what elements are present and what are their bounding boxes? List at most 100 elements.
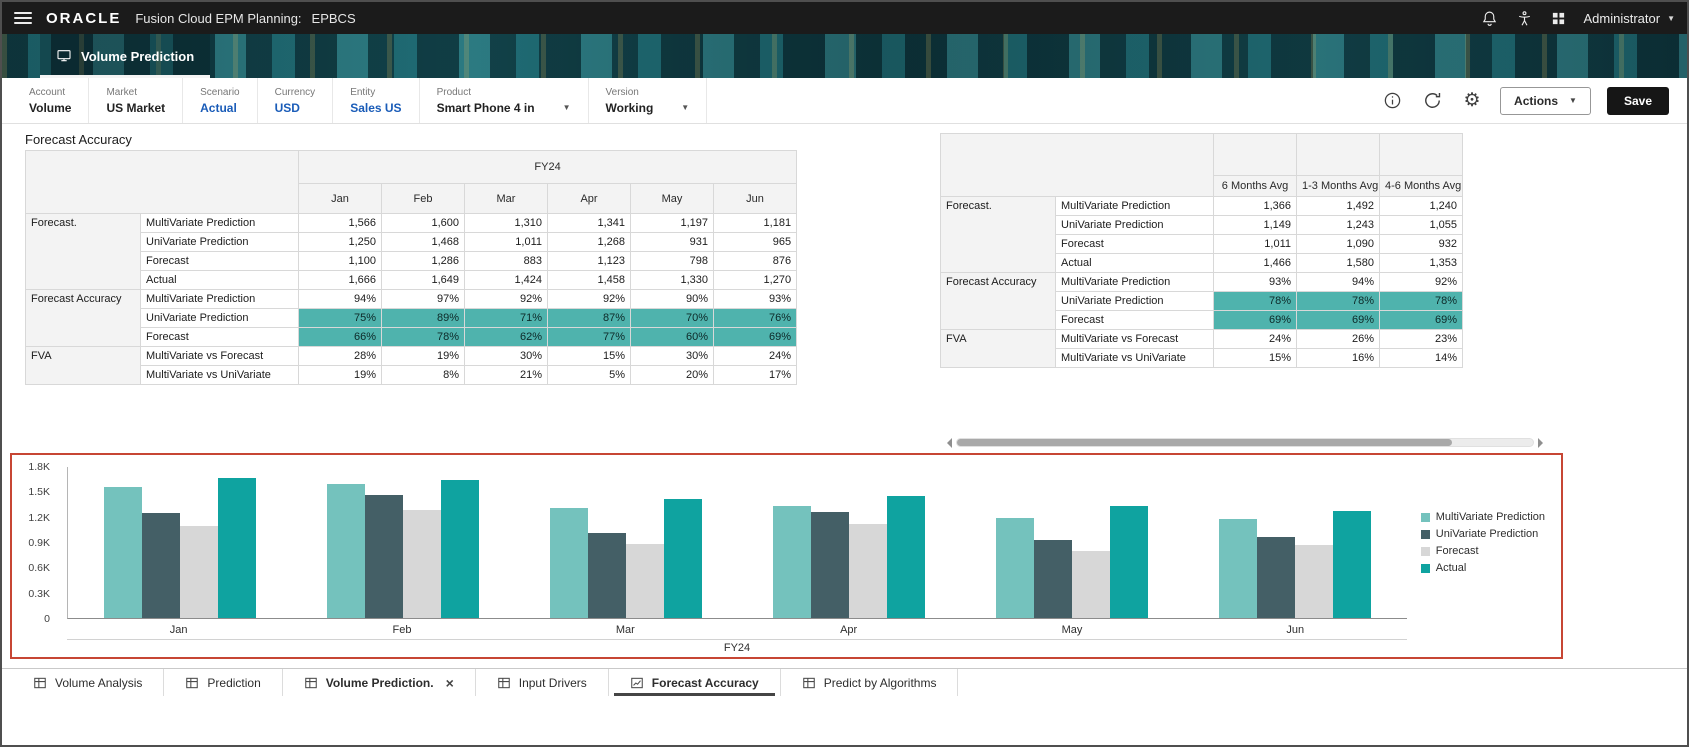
grid-cell[interactable]: 75% (298, 308, 382, 328)
pov-member-value[interactable]: USD (274, 100, 300, 115)
pov-member-value[interactable]: Actual (200, 100, 237, 115)
grid-cell[interactable]: 1,666 (298, 270, 382, 290)
row-header-forecast[interactable]: Forecast (1055, 310, 1214, 330)
grid-cell[interactable]: 931 (630, 232, 714, 252)
pov-dimension-currency[interactable]: Currency USD (258, 78, 334, 123)
grid-cell[interactable]: 1,250 (298, 232, 382, 252)
grid-cell[interactable]: 1,468 (381, 232, 465, 252)
column-header-apr[interactable]: Apr (547, 183, 631, 214)
legend-item-univariate-prediction[interactable]: UniVariate Prediction (1420, 528, 1545, 540)
grid-cell[interactable]: 1,566 (298, 213, 382, 233)
grid-cell[interactable]: 1,270 (712, 270, 798, 290)
grid-cell[interactable]: 1,011 (1213, 234, 1297, 254)
actions-button[interactable]: Actions ▼ (1500, 86, 1591, 115)
grid-cell[interactable]: 94% (1296, 272, 1380, 292)
row-header-fva[interactable]: FVA (25, 346, 141, 385)
grid-cell[interactable]: 1,286 (381, 251, 465, 271)
grid-cell[interactable]: 69% (712, 327, 798, 347)
grid-cell[interactable]: 1,268 (547, 232, 631, 252)
grid-cell[interactable]: 69% (1296, 310, 1380, 330)
notifications-bell-icon[interactable] (1481, 10, 1498, 27)
pov-member-value[interactable]: Working ▼ (605, 100, 690, 115)
row-header-forecast[interactable]: Forecast. (25, 213, 141, 290)
row-header-multivariate-vs-forecast[interactable]: MultiVariate vs Forecast (140, 346, 299, 366)
row-header-forecast-accuracy[interactable]: Forecast Accuracy (940, 272, 1056, 330)
row-header-univariate-prediction[interactable]: UniVariate Prediction (140, 308, 299, 328)
settings-gear-icon[interactable]: ⚙ (1463, 90, 1481, 111)
grid-cell[interactable]: 8% (381, 365, 465, 385)
grid-cell[interactable]: 1,366 (1213, 196, 1297, 216)
scrollbar-thumb[interactable] (957, 439, 1453, 446)
scroll-left-arrow[interactable] (947, 437, 952, 448)
grid-cell[interactable]: 69% (1213, 310, 1297, 330)
pov-dimension-market[interactable]: Market US Market (89, 78, 184, 123)
chevron-down-icon[interactable]: ▼ (562, 103, 571, 112)
row-header-univariate-prediction[interactable]: UniVariate Prediction (1055, 215, 1214, 235)
grid-cell[interactable]: 87% (547, 308, 631, 328)
grid-cell[interactable]: 1,123 (547, 251, 631, 271)
navigation-menu-icon[interactable] (14, 12, 32, 24)
grid-cell[interactable]: 1,353 (1379, 253, 1463, 273)
grid-cell[interactable]: 1,330 (630, 270, 714, 290)
grid-cell[interactable]: 1,458 (547, 270, 631, 290)
grid-cell[interactable]: 15% (1213, 348, 1297, 368)
grid-cell[interactable]: 15% (547, 346, 631, 366)
user-menu[interactable]: Administrator ▼ (1584, 11, 1676, 26)
grid-cell[interactable]: 71% (464, 308, 548, 328)
grid-cell[interactable]: 1,492 (1296, 196, 1380, 216)
info-icon[interactable] (1380, 89, 1404, 113)
column-header-may[interactable]: May (630, 183, 714, 214)
tab-volume-prediction[interactable]: Volume Prediction. × (283, 669, 476, 696)
row-header-multivariate-prediction[interactable]: MultiVariate Prediction (140, 289, 299, 309)
row-header-multivariate-prediction[interactable]: MultiVariate Prediction (140, 213, 299, 233)
grid-cell[interactable]: 94% (298, 289, 382, 309)
grid-cell[interactable]: 62% (464, 327, 548, 347)
grid-cell[interactable]: 1,466 (1213, 253, 1297, 273)
app-grid-icon[interactable] (1551, 11, 1566, 26)
column-header-mar[interactable]: Mar (464, 183, 548, 214)
tab-prediction[interactable]: Prediction (164, 669, 283, 696)
grid-cell[interactable]: 30% (630, 346, 714, 366)
grid-cell[interactable]: 24% (712, 346, 798, 366)
column-header-6-months-avg[interactable]: 6 Months Avg (1213, 175, 1297, 197)
grid-cell[interactable]: 66% (298, 327, 382, 347)
grid-cell[interactable]: 5% (547, 365, 631, 385)
column-header-4-6-months-avg[interactable]: 4-6 Months Avg (1379, 175, 1463, 197)
grid-cell[interactable]: 92% (547, 289, 631, 309)
grid-cell[interactable]: 60% (630, 327, 714, 347)
grid-cell[interactable]: 24% (1213, 329, 1297, 349)
legend-item-multivariate-prediction[interactable]: MultiVariate Prediction (1420, 511, 1545, 523)
row-header-multivariate-prediction[interactable]: MultiVariate Prediction (1055, 196, 1214, 216)
column-header-1-3-months-avg[interactable]: 1-3 Months Avg (1296, 175, 1380, 197)
column-header-jun[interactable]: Jun (712, 183, 798, 214)
legend-item-forecast[interactable]: Forecast (1420, 545, 1545, 557)
grid-cell[interactable]: 1,055 (1379, 215, 1463, 235)
scroll-right-arrow[interactable] (1538, 437, 1543, 448)
grid-cell[interactable]: 1,149 (1213, 215, 1297, 235)
tab-volume-analysis[interactable]: Volume Analysis (12, 669, 165, 696)
grid-cell[interactable]: 1,240 (1379, 196, 1463, 216)
banner-tab-volume-prediction[interactable]: Volume Prediction (40, 34, 211, 78)
row-header-forecast[interactable]: Forecast. (940, 196, 1056, 273)
grid-cell[interactable]: 19% (381, 346, 465, 366)
row-header-forecast-accuracy[interactable]: Forecast Accuracy (25, 289, 141, 347)
pov-member-value[interactable]: Smart Phone 4 in ▼ (436, 100, 571, 115)
grid-cell[interactable]: 1,243 (1296, 215, 1380, 235)
grid-cell[interactable]: 20% (630, 365, 714, 385)
grid-cell[interactable]: 14% (1379, 348, 1463, 368)
tab-forecast-accuracy[interactable]: Forecast Accuracy (609, 669, 781, 696)
grid-cell[interactable]: 93% (1213, 272, 1297, 292)
grid-cell[interactable]: 965 (712, 232, 798, 252)
tab-predict-by-algorithms[interactable]: Predict by Algorithms (781, 669, 959, 696)
grid-cell[interactable]: 23% (1379, 329, 1463, 349)
row-header-forecast[interactable]: Forecast (140, 251, 299, 271)
year-column-header[interactable]: FY24 (297, 150, 798, 184)
grid-cell[interactable]: 19% (298, 365, 382, 385)
grid-cell[interactable]: 1,181 (712, 213, 798, 233)
column-header-jan[interactable]: Jan (298, 183, 382, 214)
grid-cell[interactable]: 883 (464, 251, 548, 271)
grid-cell[interactable]: 28% (298, 346, 382, 366)
grid-cell[interactable]: 93% (712, 289, 798, 309)
grid-cell[interactable]: 1,310 (464, 213, 548, 233)
grid-cell[interactable]: 78% (1213, 291, 1297, 311)
